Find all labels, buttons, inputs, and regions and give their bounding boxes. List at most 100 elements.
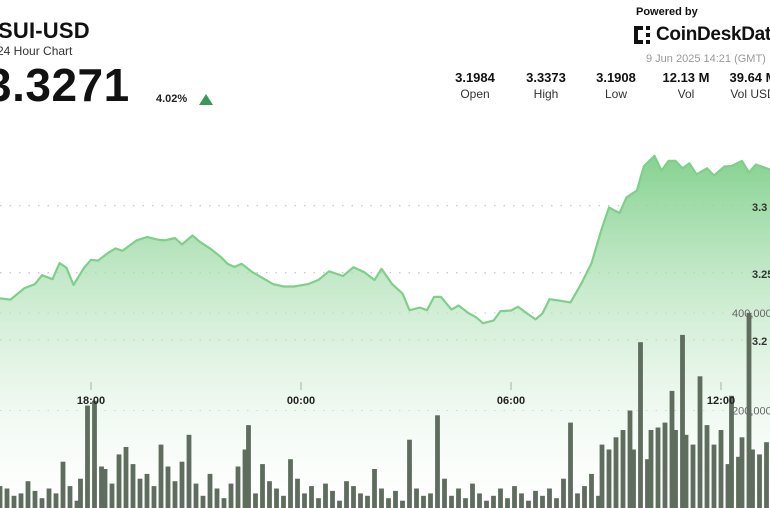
volume-bar <box>596 495 601 508</box>
stat-vol: 12.13 M Vol <box>651 70 721 101</box>
stat-vol-usd: 39.64 M Vol USD <box>718 70 770 101</box>
volume-bar <box>165 466 171 508</box>
volume-bar <box>568 422 573 508</box>
volume-bar <box>645 459 650 508</box>
volume-bar <box>505 498 510 508</box>
volume-bar <box>379 488 384 508</box>
volume-bar <box>599 444 605 508</box>
volume-bar <box>179 461 185 508</box>
price-area <box>0 155 770 508</box>
volume-bar <box>739 437 745 508</box>
volume-bar <box>631 449 636 508</box>
volume-bar <box>512 486 517 508</box>
volume-bar <box>295 478 300 508</box>
volume-bar <box>655 427 661 508</box>
volume-bar <box>253 493 258 508</box>
current-price: 3.3271 <box>0 59 130 111</box>
volume-bar <box>123 447 129 508</box>
stat-vol-usd-label: Vol USD <box>730 87 770 101</box>
volume-bar <box>344 481 349 508</box>
stat-low-value: 3.1908 <box>596 70 636 85</box>
volume-bar <box>214 488 220 508</box>
volume-bar <box>575 493 580 508</box>
volume-bar <box>85 405 90 508</box>
volume-bar <box>172 481 178 508</box>
volume-bar <box>704 425 710 508</box>
volume-bar <box>477 493 482 508</box>
volume-bar <box>260 464 265 508</box>
volume-bar <box>757 454 762 508</box>
volume-bar <box>288 459 293 508</box>
stat-high-label: High <box>533 87 559 101</box>
volume-bar <box>372 469 377 508</box>
chart-title: SUI-USD <box>0 18 90 43</box>
price-line <box>0 154 770 325</box>
volume-bar <box>519 493 524 508</box>
volume-bar <box>221 498 227 508</box>
volume-bar <box>764 442 769 508</box>
volume-bar <box>365 495 370 508</box>
volume-bar <box>246 425 251 508</box>
volume-bar <box>606 449 612 508</box>
volume-bar <box>74 500 80 508</box>
volume-bar <box>116 454 122 508</box>
brand-logo[interactable]: CoinDeskData <box>634 24 770 46</box>
price-tick-label: 3.25 <box>752 269 770 281</box>
volume-bar <box>428 493 433 508</box>
stat-open: 3.1984 Open <box>440 70 510 101</box>
stat-low-label: Low <box>604 87 627 101</box>
volume-bar <box>281 495 286 508</box>
volume-bar <box>711 444 717 508</box>
volume-bar <box>498 488 503 508</box>
volume-bar <box>207 473 213 508</box>
volume-bar <box>323 483 328 508</box>
volume-bar <box>582 486 587 508</box>
volume-bar <box>533 490 538 508</box>
volume-bar <box>32 490 38 508</box>
volume-bar <box>725 464 731 508</box>
volume-bar <box>351 486 356 508</box>
volume-bar <box>435 415 440 508</box>
volume-bar <box>130 464 136 508</box>
x-tick-label: 18:00 <box>77 395 105 407</box>
volume-bar <box>102 469 108 508</box>
volume-bars <box>0 312 769 508</box>
volume-bar <box>200 495 206 508</box>
volume-bar <box>158 444 164 508</box>
volume-bar <box>18 493 24 508</box>
coindesk-logo-icon <box>634 26 652 44</box>
volume-bar <box>662 422 668 508</box>
volume-bar <box>613 437 619 508</box>
volume-bar <box>697 376 703 508</box>
stat-high: 3.3373 High <box>511 70 581 101</box>
volume-bar <box>456 488 461 508</box>
stat-low: 3.1908 Low <box>581 70 651 101</box>
volume-bar <box>421 495 426 508</box>
volume-bar <box>0 486 3 508</box>
volume-bar <box>67 486 73 508</box>
volume-bar <box>400 500 405 508</box>
volume-bar <box>242 449 248 508</box>
stat-open-value: 3.1984 <box>455 70 495 85</box>
x-tick-label: 12:00 <box>707 395 735 407</box>
axis-labels: 3.2 3.25 3.3 200,000 400,000 18:00 00:00 06:00 1… <box>77 202 770 418</box>
volume-bar <box>669 390 675 508</box>
stat-open-label: Open <box>460 87 490 101</box>
volume-bar <box>449 495 454 508</box>
volume-bar <box>627 410 633 508</box>
volume-bar <box>53 493 59 508</box>
volume-bar <box>718 430 724 508</box>
triangle-up-icon <box>199 94 213 105</box>
stat-vol-label: Vol <box>677 87 695 101</box>
volume-bar <box>25 481 31 508</box>
volume-bar <box>11 495 17 508</box>
volume-bar <box>137 478 143 508</box>
volume-bar <box>228 483 234 508</box>
powered-by-label: Powered by <box>636 6 698 18</box>
volume-bar <box>407 439 412 508</box>
volume-bar <box>638 342 643 508</box>
volume-bar <box>414 488 419 508</box>
volume-bar <box>186 434 192 508</box>
volume-bar <box>46 488 52 508</box>
volume-tick-label: 200,000 <box>732 405 770 417</box>
